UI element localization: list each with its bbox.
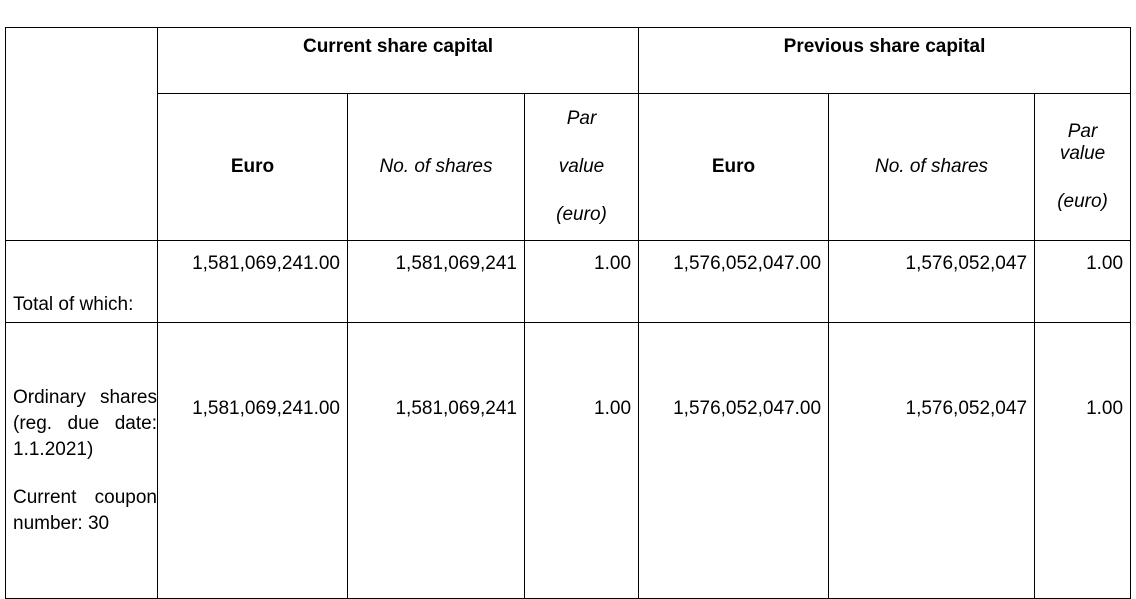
current-shares-cell: 1,581,069,241 xyxy=(347,322,525,599)
previous-par-cell: 1.00 xyxy=(1034,240,1132,323)
value-label: value xyxy=(558,156,605,177)
previous-euro-header: Euro xyxy=(638,93,830,241)
value-label: value xyxy=(1059,143,1106,164)
current-par-value-header: Par value (euro) xyxy=(523,93,640,241)
euro-unit-label: (euro) xyxy=(1057,191,1108,212)
previous-shares-cell: 1,576,052,047 xyxy=(828,322,1036,599)
previous-par-value-header: Par value (euro) xyxy=(1034,93,1132,241)
current-euro-cell: 1,581,069,241.00 xyxy=(157,322,348,599)
previous-shares-header: No. of shares xyxy=(828,93,1036,241)
par-label: Par xyxy=(1067,121,1098,142)
euro-unit-label: (euro) xyxy=(556,204,607,225)
previous-euro-cell: 1,576,052,047.00 xyxy=(638,240,830,323)
column-header-row: Euro No. of shares Par value (euro) Euro… xyxy=(6,93,1132,241)
current-par-cell: 1.00 xyxy=(523,240,640,323)
table-row: Ordinary shares (reg. due date: 1.1.2021… xyxy=(5,322,1132,599)
empty-corner-cell xyxy=(5,27,158,241)
current-euro-header: Euro xyxy=(157,93,348,241)
share-class-description: Ordinary shares (reg. due date: 1.1.2021… xyxy=(13,386,157,460)
current-par-cell: 1.00 xyxy=(523,322,640,599)
current-share-capital-header: Current share capital xyxy=(156,27,640,94)
current-shares-cell: 1,581,069,241 xyxy=(347,240,525,323)
current-euro-cell: 1,581,069,241.00 xyxy=(157,240,348,323)
previous-share-capital-header: Previous share capital xyxy=(638,27,1132,94)
current-shares-header: No. of shares xyxy=(347,93,525,241)
table-row: Total of which: 1,581,069,241.00 1,581,0… xyxy=(5,240,1132,323)
row-label: Ordinary shares (reg. due date: 1.1.2021… xyxy=(5,322,158,599)
previous-shares-cell: 1,576,052,047 xyxy=(828,240,1036,323)
share-capital-table: Current share capital Previous share cap… xyxy=(5,27,1132,599)
previous-euro-cell: 1,576,052,047.00 xyxy=(638,322,830,599)
coupon-number-text: Current coupon number: 30 xyxy=(13,486,157,534)
previous-par-cell: 1.00 xyxy=(1034,322,1132,599)
group-header-row: Current share capital Previous share cap… xyxy=(5,27,1132,241)
par-label: Par xyxy=(566,108,597,129)
row-label: Total of which: xyxy=(5,240,158,323)
